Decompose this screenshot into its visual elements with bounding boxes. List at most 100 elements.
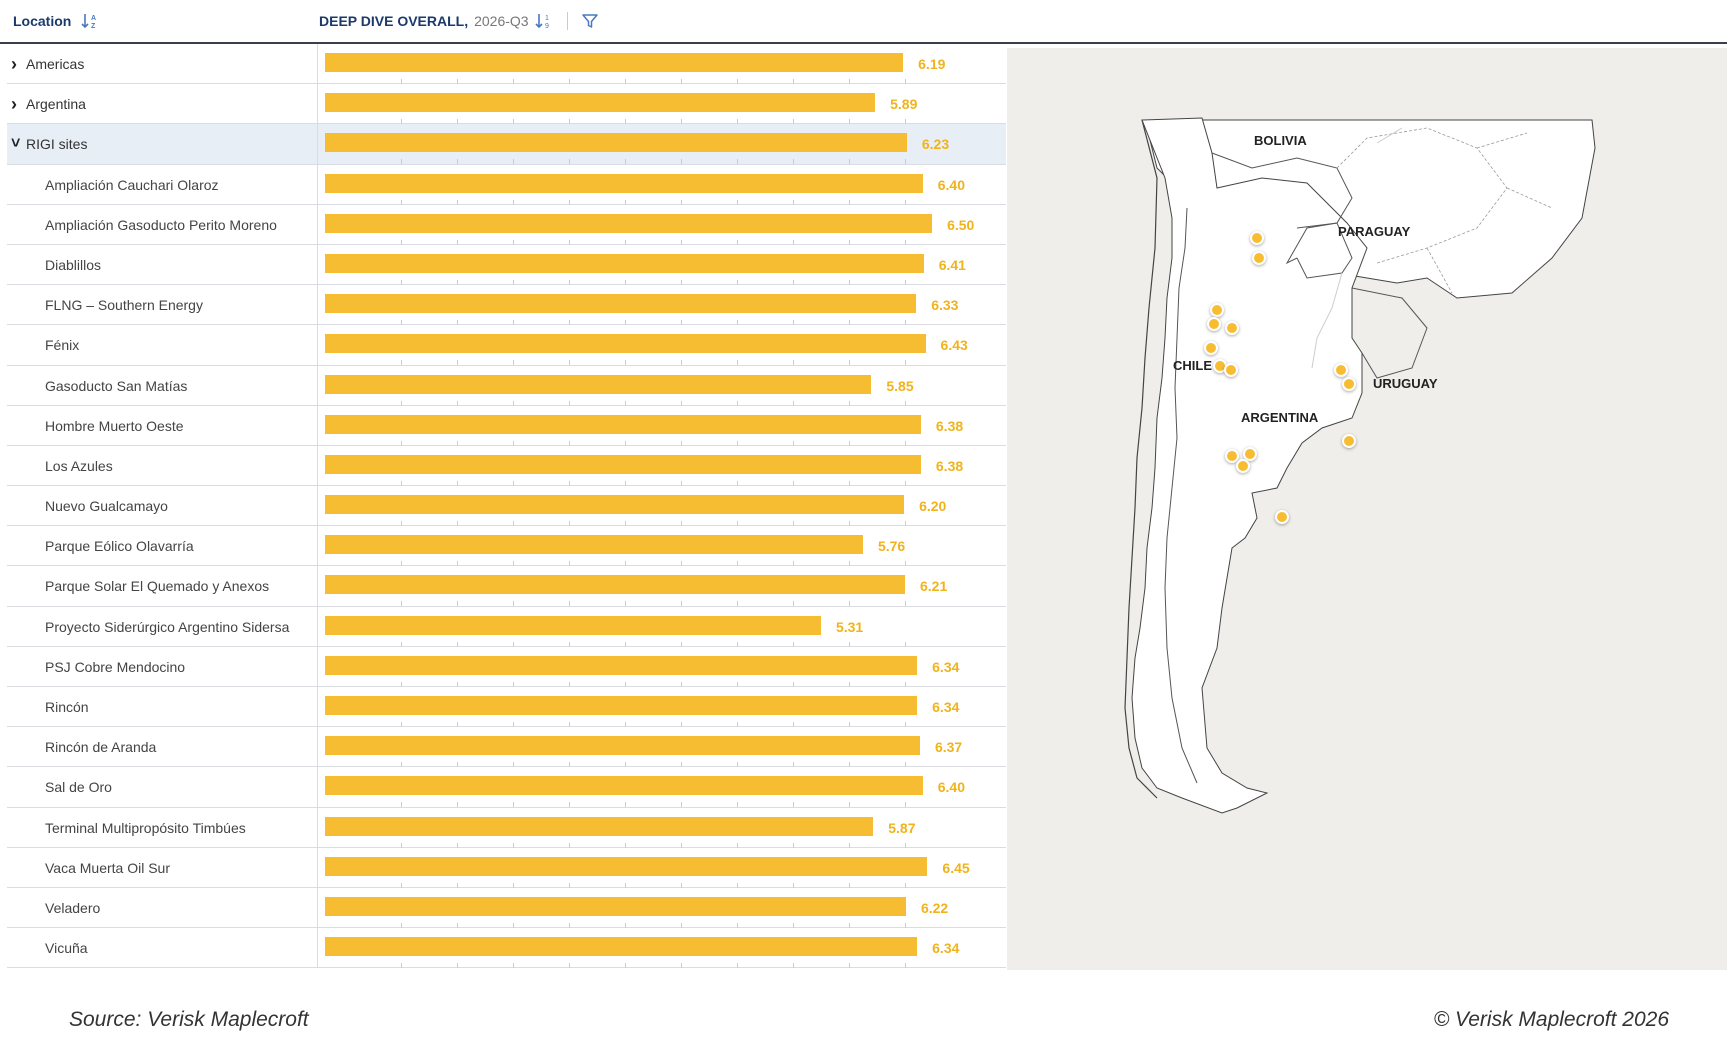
axis-tick [513, 199, 515, 205]
score-bar[interactable] [325, 736, 920, 756]
score-bar[interactable] [325, 294, 917, 314]
score-bar[interactable] [325, 454, 921, 474]
metric-column-header[interactable]: DEEP DIVE OVERALL, 2026-Q3 1 9 [319, 12, 600, 30]
score-bar[interactable] [325, 937, 918, 957]
table-row[interactable]: Parque Eólico Olavarría 5.76 [7, 526, 1006, 567]
sort-alpha-icon[interactable]: A Z [81, 12, 101, 30]
table-row[interactable]: PSJ Cobre Mendocino 6.34 [7, 646, 1006, 687]
score-bar[interactable] [325, 615, 821, 635]
map-marker[interactable] [1252, 251, 1266, 265]
axis-tick [681, 601, 683, 607]
group-row[interactable]: › Argentina 5.89 [7, 84, 1007, 125]
table-row[interactable]: Ampliación Cauchari Olaroz 6.40 [7, 164, 1006, 205]
chevron-right-icon[interactable]: › [11, 94, 17, 115]
axis-tick [569, 480, 571, 486]
bar-cell: 5.89 [317, 84, 1007, 125]
score-bar[interactable] [325, 93, 876, 113]
table-row[interactable]: Rincón de Aranda 6.37 [7, 727, 1006, 768]
axis-tick [569, 681, 571, 687]
row-label: Parque Eólico Olavarría [45, 538, 194, 555]
table-row[interactable]: Sal de Oro 6.40 [7, 767, 1006, 808]
axis-tick [569, 239, 571, 245]
table-row[interactable]: Ampliación Gasoducto Perito Moreno 6.50 [7, 204, 1007, 245]
axis-tick [793, 842, 795, 848]
axis-tick [737, 882, 739, 888]
map-marker[interactable] [1204, 341, 1218, 355]
map-marker[interactable] [1207, 317, 1221, 331]
map-marker[interactable] [1210, 303, 1224, 317]
score-bar[interactable] [325, 655, 918, 675]
row-label: Vaca Muerta Oil Sur [45, 859, 171, 876]
axis-tick [457, 561, 459, 567]
map-marker[interactable] [1334, 363, 1348, 377]
bar-cell: 6.50 [317, 204, 1007, 245]
score-bar[interactable] [325, 535, 863, 555]
group-row[interactable]: ˅ RIGI sites 6.23 [7, 124, 1006, 165]
score-value: 6.50 [947, 216, 975, 233]
score-bar[interactable] [325, 213, 933, 233]
axis-tick [569, 922, 571, 928]
map-marker[interactable] [1224, 363, 1238, 377]
chevron-down-icon[interactable]: ˅ [11, 135, 21, 153]
map-marker[interactable] [1250, 231, 1264, 245]
score-bar[interactable] [325, 495, 905, 515]
table-row[interactable]: Nuevo Gualcamayo 6.20 [7, 486, 1006, 527]
score-bar[interactable] [325, 816, 874, 836]
bar-cell: 5.87 [317, 807, 1007, 848]
table-row[interactable]: Vicuña 6.34 [7, 928, 1006, 969]
axis-tick [625, 521, 627, 527]
score-bar[interactable] [325, 896, 906, 916]
score-bar[interactable] [325, 414, 921, 434]
table-row[interactable]: Gasoducto San Matías 5.85 [7, 365, 1006, 406]
axis-tick [793, 641, 795, 647]
score-bar[interactable] [325, 374, 872, 394]
axis-tick [401, 400, 403, 406]
score-bar[interactable] [325, 776, 923, 796]
map-panel[interactable]: BOLIVIA PARAGUAY CHILE URUGUAY ARGENTINA [1007, 48, 1727, 970]
axis-tick [401, 360, 403, 366]
table-row[interactable]: Parque Solar El Quemado y Anexos 6.21 [7, 566, 1006, 607]
group-row[interactable]: › Americas 6.19 [7, 44, 1007, 85]
filter-icon[interactable] [580, 12, 600, 30]
axis-tick [457, 119, 459, 125]
score-bar[interactable] [325, 575, 905, 595]
table-row[interactable]: Veladero 6.22 [7, 887, 1006, 929]
table-row[interactable]: Los Azules 6.38 [7, 445, 1006, 487]
sort-numeric-icon[interactable]: 1 9 [535, 12, 555, 30]
axis-tick [681, 842, 683, 848]
table-row[interactable]: Rincón 6.34 [7, 687, 1006, 728]
score-bar[interactable] [325, 253, 924, 273]
map-marker[interactable] [1236, 459, 1250, 473]
map-marker[interactable] [1225, 449, 1239, 463]
table-row[interactable]: Diablillos 6.41 [7, 244, 1006, 286]
axis-tick [681, 641, 683, 647]
score-bar[interactable] [325, 696, 918, 715]
table-row[interactable]: Vaca Muerta Oil Sur 6.45 [7, 847, 1006, 888]
axis-tick [905, 521, 907, 527]
map-marker[interactable] [1225, 321, 1239, 335]
location-column-header[interactable]: Location A Z [13, 12, 101, 30]
score-value: 6.41 [938, 256, 966, 273]
score-bar[interactable] [325, 133, 907, 153]
chevron-right-icon[interactable]: › [11, 54, 17, 74]
bar-cell: 6.19 [317, 44, 1007, 84]
table-row[interactable]: Hombre Muerto Oeste 6.38 [7, 405, 1006, 446]
axis-tick [569, 79, 571, 84]
score-bar[interactable] [325, 856, 928, 876]
table-row[interactable]: FLNG – Southern Energy 6.33 [7, 285, 1006, 326]
axis-tick [681, 922, 683, 928]
table-row[interactable]: Terminal Multipropósito Timbúes 5.87 [7, 807, 1007, 848]
axis-tick [569, 279, 571, 285]
score-bar[interactable] [325, 334, 926, 354]
table-row[interactable]: Fénix 6.43 [7, 325, 1006, 366]
axis-tick [457, 440, 459, 446]
axis-tick [681, 722, 683, 727]
score-bar[interactable] [325, 53, 904, 72]
map-marker[interactable] [1342, 434, 1356, 448]
map-marker[interactable] [1342, 377, 1356, 391]
score-bar[interactable] [325, 173, 923, 193]
table-row[interactable]: Proyecto Siderúrgico Argentino Sidersa 5.… [7, 606, 1006, 647]
map-marker[interactable] [1243, 447, 1257, 461]
axis-tick [401, 159, 403, 165]
map-marker[interactable] [1275, 510, 1289, 524]
